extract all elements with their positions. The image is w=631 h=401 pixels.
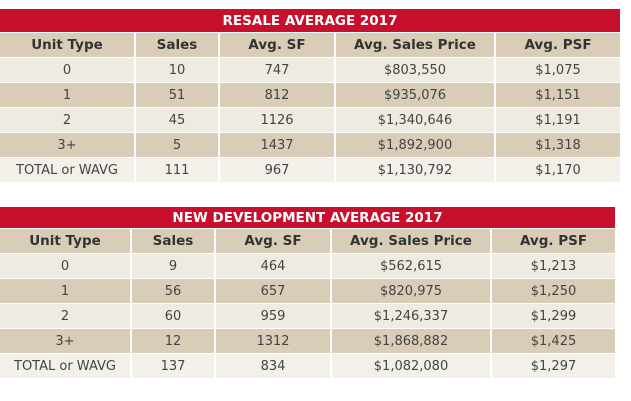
- table-row: 3+ 5 1437 $1,892,900 $1,318: [0, 133, 620, 157]
- table-cell: 959: [216, 304, 330, 328]
- table-cell: $1,892,900: [336, 133, 494, 157]
- table-cell: $1,250: [492, 279, 615, 303]
- table-title: RESALE AVERAGE 2017: [0, 9, 620, 32]
- table-cell: 747: [220, 58, 334, 82]
- total-row: TOTAL or WAVG 111 967 $1,130,792 $1,170: [0, 158, 620, 182]
- table-row: 1 56 657 $820,975 $1,250: [0, 279, 615, 303]
- table-cell: 137: [132, 354, 214, 378]
- table-row: 3+ 12 1312 $1,868,882 $1,425: [0, 329, 615, 353]
- table-cell: $1,213: [492, 254, 615, 278]
- table-cell: $1,191: [496, 108, 620, 132]
- table-cell: 111: [136, 158, 218, 182]
- table-cell: 9: [132, 254, 214, 278]
- column-header: Sales: [136, 33, 218, 57]
- column-header: Avg. Sales Price: [336, 33, 494, 57]
- table-row: 2 60 959 $1,246,337 $1,299: [0, 304, 615, 328]
- table-cell: $1,075: [496, 58, 620, 82]
- new-development-table: NEW DEVELOPMENT AVERAGE 2017 Unit Type Sal…: [0, 206, 617, 379]
- table-cell: $935,076: [336, 83, 494, 107]
- table-cell: 51: [136, 83, 218, 107]
- table-cell: 464: [216, 254, 330, 278]
- total-row: TOTAL or WAVG 137 834 $1,082,080 $1,297: [0, 354, 615, 378]
- table-cell: 0: [0, 254, 130, 278]
- column-header: Sales: [132, 229, 214, 253]
- table-title: NEW DEVELOPMENT AVERAGE 2017: [0, 207, 615, 228]
- column-header: Unit Type: [0, 229, 130, 253]
- table-cell: 45: [136, 108, 218, 132]
- column-header: Unit Type: [0, 33, 134, 57]
- table-cell: 5: [136, 133, 218, 157]
- table-cell: 60: [132, 304, 214, 328]
- table-cell: $1,299: [492, 304, 615, 328]
- table-cell: 2: [0, 304, 130, 328]
- table-row: 1 51 812 $935,076 $1,151: [0, 83, 620, 107]
- table-cell: 967: [220, 158, 334, 182]
- table-cell: 834: [216, 354, 330, 378]
- table-cell: 657: [216, 279, 330, 303]
- table-cell: $562,615: [332, 254, 490, 278]
- table-cell: $1,340,646: [336, 108, 494, 132]
- table-cell: 0: [0, 58, 134, 82]
- table-cell: $1,297: [492, 354, 615, 378]
- table-cell: 10: [136, 58, 218, 82]
- table-cell: $820,975: [332, 279, 490, 303]
- table-cell: 1: [0, 279, 130, 303]
- column-header: Avg. PSF: [492, 229, 615, 253]
- table-cell: 12: [132, 329, 214, 353]
- table-cell: $1,868,882: [332, 329, 490, 353]
- table-cell: $1,170: [496, 158, 620, 182]
- header-row: Unit Type Sales Avg. SF Avg. Sales Price Avg…: [0, 33, 620, 57]
- table-row: 2 45 1126 $1,340,646 $1,191: [0, 108, 620, 132]
- table-cell: 1: [0, 83, 134, 107]
- table-cell: 1312: [216, 329, 330, 353]
- table-cell: 56: [132, 279, 214, 303]
- table-cell: $1,318: [496, 133, 620, 157]
- table-cell: $1,425: [492, 329, 615, 353]
- table-cell: $1,130,792: [336, 158, 494, 182]
- table-cell: 1126: [220, 108, 334, 132]
- table-cell: 3+: [0, 133, 134, 157]
- table-row: 0 9 464 $562,615 $1,213: [0, 254, 615, 278]
- table-cell: 2: [0, 108, 134, 132]
- column-header: Avg. SF: [216, 229, 330, 253]
- table-cell: $1,151: [496, 83, 620, 107]
- table-cell: 812: [220, 83, 334, 107]
- resale-table: RESALE AVERAGE 2017 Unit Type Sales Avg. SF…: [0, 8, 622, 183]
- table-cell: $1,082,080: [332, 354, 490, 378]
- table-cell: $803,550: [336, 58, 494, 82]
- table-cell: TOTAL or WAVG: [0, 354, 130, 378]
- table-cell: 1437: [220, 133, 334, 157]
- header-row: Unit Type Sales Avg. SF Avg. Sales Price Avg…: [0, 229, 615, 253]
- column-header: Avg. Sales Price: [332, 229, 490, 253]
- table-row: 0 10 747 $803,550 $1,075: [0, 58, 620, 82]
- column-header: Avg. SF: [220, 33, 334, 57]
- table-cell: TOTAL or WAVG: [0, 158, 134, 182]
- column-header: Avg. PSF: [496, 33, 620, 57]
- table-cell: $1,246,337: [332, 304, 490, 328]
- table-cell: 3+: [0, 329, 130, 353]
